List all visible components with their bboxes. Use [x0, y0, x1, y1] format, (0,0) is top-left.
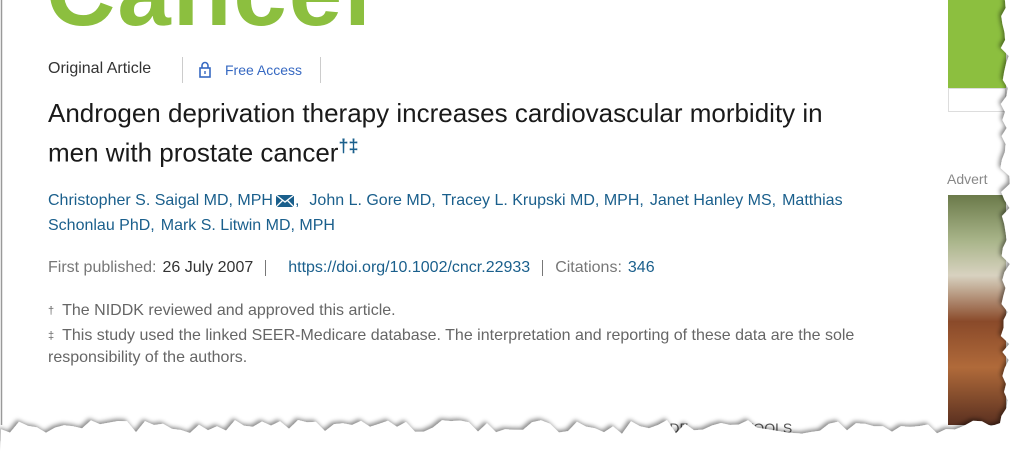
article-type: Original Article: [48, 60, 152, 77]
footnote: ‡ This study used the linked SEER-Medicar…: [48, 325, 918, 369]
separator: [542, 260, 544, 276]
lock-icon: [199, 61, 211, 78]
author[interactable]: Janet Hanley MS,: [649, 192, 777, 209]
footnote: † The NIDDK reviewed and approved this ar…: [48, 300, 918, 322]
citations-count[interactable]: 346: [627, 259, 655, 276]
author[interactable]: Tracey L. Krupski MD, MPH,: [441, 192, 644, 209]
separator: [182, 57, 183, 83]
author-list: Christopher S. Saigal MD, MPH, John L. Go…: [48, 188, 878, 238]
author[interactable]: Matthias Schonlau PhD,: [48, 192, 843, 234]
ad-banner-footer: [948, 88, 1006, 112]
article-title: Androgen deprivation therapy increases c…: [48, 97, 848, 170]
journal-logo[interactable]: Cancer: [46, 0, 384, 48]
ad-label: Advert: [947, 171, 988, 187]
citations-label: Citations:: [555, 259, 622, 276]
footnote-mark: ‡: [48, 330, 55, 342]
ad-image[interactable]: [948, 195, 1006, 425]
footnote-mark: †: [48, 305, 55, 317]
separator: [320, 57, 321, 83]
published-label: First published:: [48, 259, 157, 276]
title-marks[interactable]: †‡: [338, 136, 359, 156]
author[interactable]: John L. Gore MD,: [309, 192, 436, 209]
separator: [265, 260, 267, 276]
author: ,: [294, 192, 300, 209]
doi-link[interactable]: https://doi.org/10.1002/cncr.22933: [288, 259, 531, 276]
mail-icon[interactable]: [275, 194, 295, 208]
author[interactable]: Mark S. Litwin MD, MPH: [160, 217, 335, 234]
published-date: 26 July 2007: [162, 259, 254, 276]
title-text: Androgen deprivation therapy increases c…: [48, 98, 823, 168]
footnote-text: This study used the linked SEER-Medicare…: [48, 327, 855, 366]
footnote-text: The NIDDK reviewed and approved this art…: [62, 302, 396, 319]
publication-meta: First published: 26 July 2007 https://do…: [48, 259, 655, 277]
author[interactable]: Christopher S. Saigal MD, MPH: [48, 192, 273, 209]
access-label: Free Access: [225, 62, 303, 78]
